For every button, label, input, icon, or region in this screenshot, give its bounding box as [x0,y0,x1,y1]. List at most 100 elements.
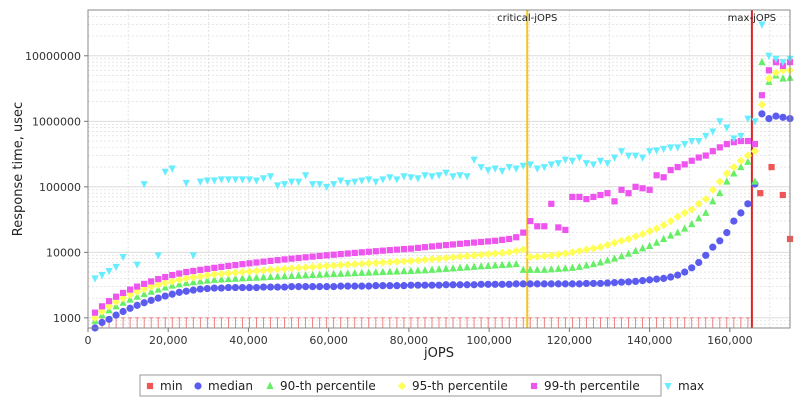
point-95-th-percentile [231,268,240,277]
point-99-th-percentile [527,217,534,225]
point-max [610,154,619,162]
point-99-th-percentile [365,248,372,255]
point-median [589,279,598,288]
point-max [414,175,422,183]
point-99-th-percentile [653,172,660,179]
point-median [280,283,289,291]
point-99-th-percentile [513,234,520,241]
point-max [295,178,303,186]
point-90-th-percentile [491,261,499,269]
point-99-th-percentile [281,256,288,263]
point-99-th-percentile [98,303,106,310]
point-max [758,21,766,29]
point-max [568,157,576,165]
point-95-th-percentile [554,250,563,259]
point-95-th-percentile [484,249,493,259]
point-max [168,165,176,173]
point-99-th-percentile [351,249,358,257]
point-99-th-percentile [758,92,766,99]
point-95-th-percentile [638,229,647,239]
point-median [442,281,450,289]
point-median [414,281,422,289]
y-tick-label: 10000000 [25,50,81,63]
point-95-th-percentile [512,246,521,256]
point-99-th-percentile [646,186,653,193]
legend-swatch-95-th-percentile [397,381,407,391]
point-95-th-percentile [715,177,724,186]
point-median [266,283,275,291]
point-median [105,315,113,323]
point-95-th-percentile [182,274,191,283]
point-99-th-percentile [274,257,281,264]
point-95-th-percentile [364,259,373,268]
point-median [533,280,541,288]
point-95-th-percentile [462,251,472,261]
point-90-th-percentile [344,269,352,277]
legend-label-max: max [678,379,704,393]
point-99-th-percentile [562,226,569,234]
point-90-th-percentile [442,264,450,272]
point-median [323,282,331,291]
point-90-th-percentile [154,285,162,293]
point-99-th-percentile [744,137,751,145]
point-95-th-percentile [519,245,528,254]
point-max [140,181,148,189]
point-median [744,200,752,208]
point-90-th-percentile [393,267,401,275]
point-99-th-percentile [141,280,148,287]
point-median [182,287,190,295]
point-90-th-percentile [702,208,710,216]
point-99-th-percentile [393,246,400,253]
point-median [505,280,513,288]
legend-label-95-th-percentile: 95-th percentile [412,379,508,393]
point-max [540,164,548,172]
point-median [484,280,492,288]
x-tick-label: 20,000 [149,334,188,347]
point-max [365,176,373,184]
point-median [210,284,218,292]
point-median [477,280,485,288]
point-90-th-percentile [245,273,254,282]
point-99-th-percentile [176,270,183,277]
point-max [561,156,569,164]
point-99-th-percentile [660,174,667,181]
y-tick-label: 1000 [53,312,81,325]
point-max [400,173,408,181]
point-max [646,148,654,156]
point-95-th-percentile [470,251,479,260]
series-95-th-percentile [90,66,795,322]
point-max [779,59,787,67]
point-median [779,113,787,121]
point-95-th-percentile [378,258,387,267]
point-median [400,282,408,290]
point-95-th-percentile [301,263,310,272]
point-95-th-percentile [245,267,254,276]
point-max [603,160,612,168]
point-max [210,177,218,185]
legend-swatch-min [146,382,154,390]
point-95-th-percentile [736,156,745,165]
point-90-th-percentile [547,265,555,273]
point-90-th-percentile [638,244,647,252]
point-median [470,281,478,289]
point-95-th-percentile [610,238,619,247]
point-99-th-percentile [765,67,773,74]
point-90-th-percentile [400,267,408,275]
point-90-th-percentile [295,271,303,279]
point-99-th-percentile [449,241,457,248]
series-median [91,110,794,332]
point-99-th-percentile [112,293,120,300]
point-max [695,138,703,146]
point-90-th-percentile [688,219,696,228]
point-99-th-percentile [246,260,253,267]
point-95-th-percentile [420,255,430,264]
x-tick-label: 100,000 [466,334,512,347]
point-max [386,174,394,182]
point-max [653,147,661,155]
point-90-th-percentile [631,246,640,254]
point-90-th-percentile [477,262,485,270]
point-90-th-percentile [140,289,148,298]
point-99-th-percentile [478,238,485,246]
point-99-th-percentile [309,253,316,260]
point-median [238,283,247,292]
